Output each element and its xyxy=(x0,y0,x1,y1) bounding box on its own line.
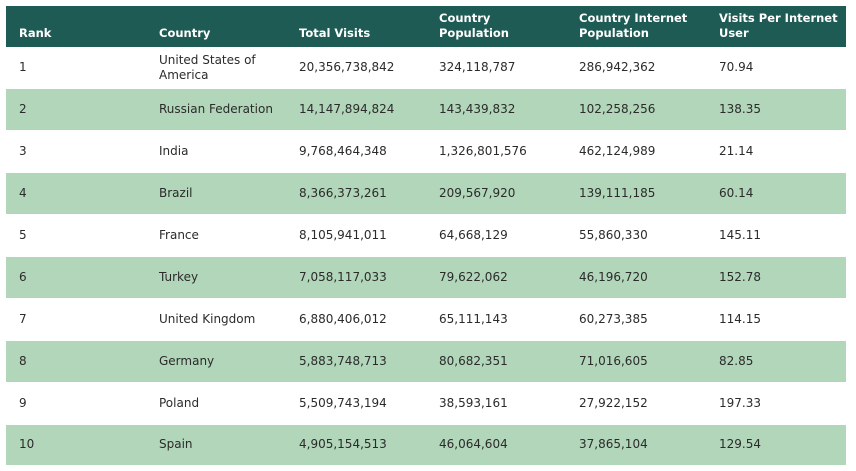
table-body: 1 United States of America 20,356,738,842 3… xyxy=(6,47,846,467)
column-header: Country Population xyxy=(426,6,566,47)
table-cell: 9 xyxy=(6,382,146,425)
table-row: 5 France 8,105,941,011 64,668,129 55,860,330… xyxy=(6,214,846,257)
table-row: 2 Russian Federation 14,147,894,824 143,439… xyxy=(6,88,846,132)
table-cell: 80,682,351 xyxy=(426,340,566,383)
table-cell: 4 xyxy=(6,172,146,216)
table-cell: 8 xyxy=(6,340,146,383)
table-row: 6 Turkey 7,058,117,033 79,622,062 46,196,720… xyxy=(6,256,846,299)
table-cell: 37,865,104 xyxy=(566,424,706,467)
table-cell: 8,366,373,261 xyxy=(286,172,426,216)
table-cell: 21.14 xyxy=(706,130,846,174)
column-header: Total Visits xyxy=(286,6,426,47)
table-cell: 6,880,406,012 xyxy=(286,298,426,341)
table-cell: 5,883,748,713 xyxy=(286,340,426,383)
table-cell: France xyxy=(146,214,286,257)
table-row: 9 Poland 5,509,743,194 38,593,161 27,922,152… xyxy=(6,382,846,425)
table-cell: 209,567,920 xyxy=(426,172,566,216)
table-row: 10 Spain 4,905,154,513 46,064,604 37,865,104… xyxy=(6,424,846,467)
table-cell: 286,942,362 xyxy=(566,47,706,90)
table-cell: United States of America xyxy=(146,47,286,90)
column-header: Visits Per Internet User xyxy=(706,6,846,47)
table-row: 3 India 9,768,464,348 1,326,801,576 462,124,… xyxy=(6,130,846,174)
table-cell: 114.15 xyxy=(706,298,846,341)
table-cell: 55,860,330 xyxy=(566,214,706,257)
table-row: 1 United States of America 20,356,738,842 3… xyxy=(6,47,846,90)
table-cell: 4,905,154,513 xyxy=(286,424,426,467)
table-cell: 20,356,738,842 xyxy=(286,47,426,90)
table-cell: 7,058,117,033 xyxy=(286,256,426,299)
table-cell: 8,105,941,011 xyxy=(286,214,426,257)
table: Rank Country Total Visits Country Populatio… xyxy=(6,6,846,467)
table-cell: 71,016,605 xyxy=(566,340,706,383)
table-cell: 138.35 xyxy=(706,88,846,132)
column-header: Rank xyxy=(6,6,146,47)
table-cell: 5,509,743,194 xyxy=(286,382,426,425)
table-cell: 82.85 xyxy=(706,340,846,383)
table-cell: Germany xyxy=(146,340,286,383)
table-cell: 143,439,832 xyxy=(426,88,566,132)
column-header: Country Internet Population xyxy=(566,6,706,47)
table-cell: 152.78 xyxy=(706,256,846,299)
table-cell: 46,064,604 xyxy=(426,424,566,467)
table-container: Rank Country Total Visits Country Populatio… xyxy=(6,6,846,467)
table-cell: Poland xyxy=(146,382,286,425)
table-cell: 79,622,062 xyxy=(426,256,566,299)
table-cell: 27,922,152 xyxy=(566,382,706,425)
table-cell: Russian Federation xyxy=(146,88,286,132)
table-cell: 60.14 xyxy=(706,172,846,216)
table-row: 4 Brazil 8,366,373,261 209,567,920 139,111,1… xyxy=(6,172,846,216)
table-cell: 6 xyxy=(6,256,146,299)
table-cell: 324,118,787 xyxy=(426,47,566,90)
table-cell: 60,273,385 xyxy=(566,298,706,341)
table-cell: 2 xyxy=(6,88,146,132)
table-cell: 3 xyxy=(6,130,146,174)
table-cell: 38,593,161 xyxy=(426,382,566,425)
table-cell: 9,768,464,348 xyxy=(286,130,426,174)
table-cell: United Kingdom xyxy=(146,298,286,341)
table-row: 8 Germany 5,883,748,713 80,682,351 71,016,60… xyxy=(6,340,846,383)
table-cell: 64,668,129 xyxy=(426,214,566,257)
table-cell: 5 xyxy=(6,214,146,257)
table-cell: 145.11 xyxy=(706,214,846,257)
table-cell: 46,196,720 xyxy=(566,256,706,299)
table-cell: 65,111,143 xyxy=(426,298,566,341)
table-cell: 139,111,185 xyxy=(566,172,706,216)
table-row: 7 United Kingdom 6,880,406,012 65,111,143 60… xyxy=(6,298,846,341)
table-cell: 70.94 xyxy=(706,47,846,90)
header-row: Rank Country Total Visits Country Populatio… xyxy=(6,6,846,47)
table-cell: Spain xyxy=(146,424,286,467)
table-cell: 102,258,256 xyxy=(566,88,706,132)
column-header: Country xyxy=(146,6,286,47)
table-cell: 197.33 xyxy=(706,382,846,425)
table-cell: India xyxy=(146,130,286,174)
table-cell: 1,326,801,576 xyxy=(426,130,566,174)
table-cell: 462,124,989 xyxy=(566,130,706,174)
table-cell: 7 xyxy=(6,298,146,341)
table-cell: 1 xyxy=(6,47,146,90)
table-cell: 10 xyxy=(6,424,146,467)
table-cell: Brazil xyxy=(146,172,286,216)
table-cell: Turkey xyxy=(146,256,286,299)
table-cell: 14,147,894,824 xyxy=(286,88,426,132)
table-cell: 129.54 xyxy=(706,424,846,467)
